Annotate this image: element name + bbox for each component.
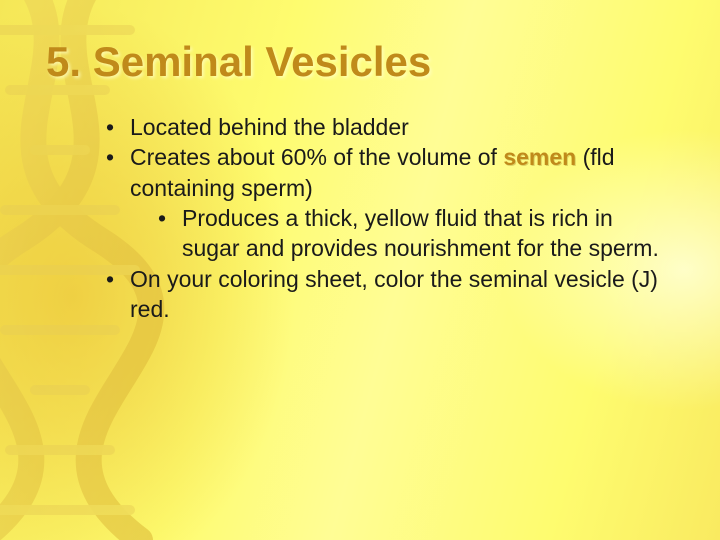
bullet-text: On your coloring sheet, color the semina… (130, 266, 658, 322)
bullet-list: Located behind the bladder Creates about… (106, 112, 670, 325)
bullet-item: Creates about 60% of the volume of semen… (106, 142, 670, 263)
bullet-text-pre: Creates about 60% of the volume of (130, 144, 503, 170)
bullet-item: Located behind the bladder (106, 112, 670, 142)
bullet-text: Located behind the bladder (130, 114, 409, 140)
slide-title: 5. Seminal Vesicles (46, 38, 670, 86)
sub-bullet-item: Produces a thick, yellow fluid that is r… (158, 203, 670, 264)
slide-content: 5. Seminal Vesicles Located behind the b… (0, 0, 720, 325)
bullet-item: On your coloring sheet, color the semina… (106, 264, 670, 325)
sub-bullet-list: Produces a thick, yellow fluid that is r… (158, 203, 670, 264)
emphasis-semen: semen (503, 144, 576, 170)
sub-bullet-text: Produces a thick, yellow fluid that is r… (182, 205, 659, 261)
